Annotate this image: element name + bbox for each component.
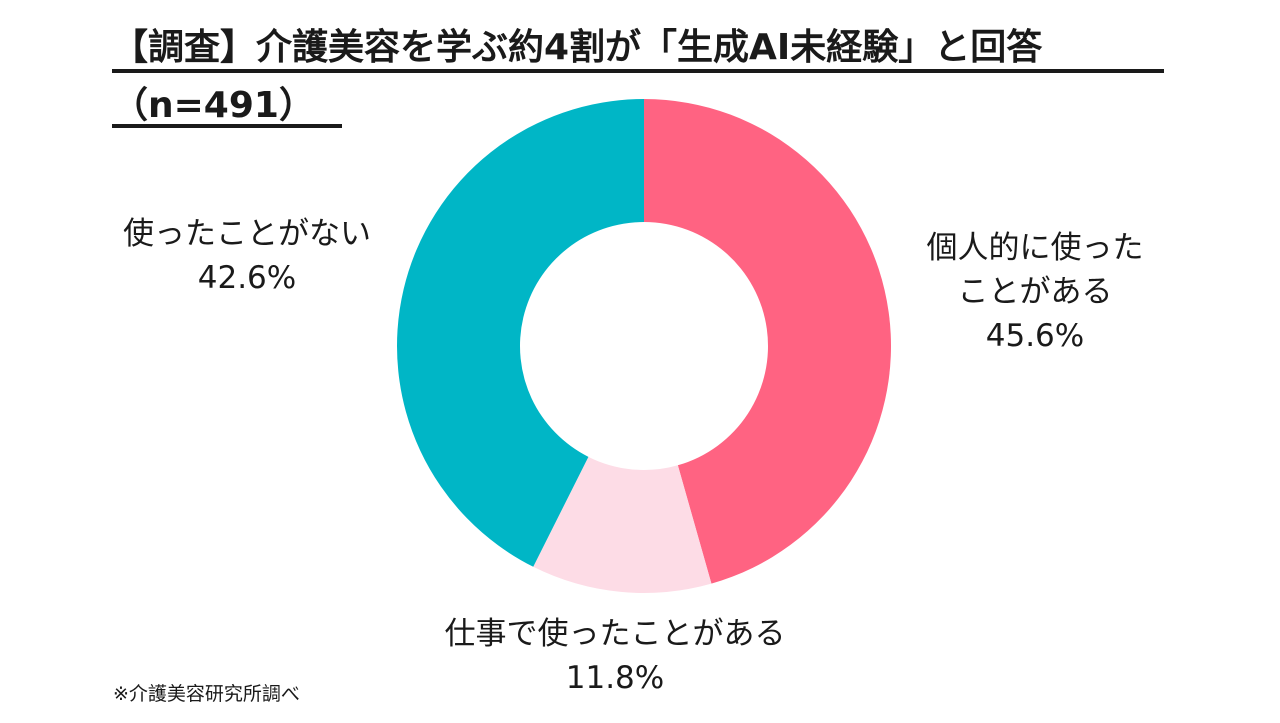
slice-label-work: 仕事で使ったことがある 11.8% (395, 612, 835, 700)
slice-value-never: 42.6% (197, 260, 297, 296)
slice-value-personal: 45.6% (985, 318, 1085, 354)
source-note: ※介護美容研究所調べ (113, 683, 300, 705)
chart-title-line1: 【調査】介護美容を学ぶ約4割が「生成AI未経験」と回答 (112, 27, 1043, 68)
chart-subtitle: （n=491） (112, 84, 342, 128)
slice-label-never-line1: 使ったことがない (123, 216, 371, 252)
sample-size: （n=491） (112, 85, 315, 126)
slice-label-personal-line1: 個人的に使った (926, 230, 1144, 266)
donut-slices (397, 99, 892, 593)
slice-label-personal: 個人的に使った ことがある 45.6% (895, 226, 1175, 358)
donut-slice-work (533, 456, 712, 593)
title-underline-2 (112, 124, 342, 128)
slice-label-personal-line2: ことがある (957, 274, 1113, 310)
donut-slice-never (397, 99, 644, 567)
slice-value-work: 11.8% (565, 660, 665, 696)
title-underline-1 (112, 69, 1164, 73)
donut-slice-personal (644, 99, 892, 584)
slice-label-never: 使ったことがない 42.6% (82, 212, 412, 300)
chart-title: 【調査】介護美容を学ぶ約4割が「生成AI未経験」と回答 (112, 26, 1164, 70)
slice-label-work-line1: 仕事で使ったことがある (444, 616, 786, 652)
